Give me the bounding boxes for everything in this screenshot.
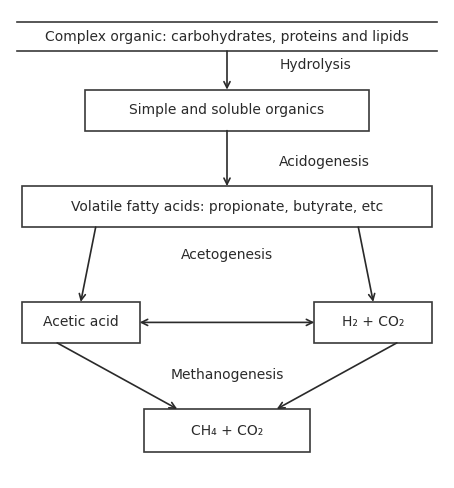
Text: H₂ + CO₂: H₂ + CO₂: [342, 315, 405, 329]
Bar: [85, 90, 369, 131]
Text: Acidogenesis: Acidogenesis: [279, 155, 370, 169]
Text: CH₄ + CO₂: CH₄ + CO₂: [191, 424, 263, 438]
Text: Volatile fatty acids: propionate, butyrate, etc: Volatile fatty acids: propionate, butyra…: [71, 200, 383, 214]
Text: Hydrolysis: Hydrolysis: [279, 59, 351, 73]
Bar: [314, 302, 432, 343]
Text: Simple and soluble organics: Simple and soluble organics: [129, 103, 325, 117]
Bar: [22, 302, 140, 343]
Bar: [22, 186, 432, 227]
Text: Methanogenesis: Methanogenesis: [170, 368, 284, 382]
Text: Acetic acid: Acetic acid: [43, 315, 118, 329]
Text: Acetogenesis: Acetogenesis: [181, 247, 273, 262]
Text: Complex organic: carbohydrates, proteins and lipids: Complex organic: carbohydrates, proteins…: [45, 30, 409, 43]
Bar: [144, 409, 310, 452]
